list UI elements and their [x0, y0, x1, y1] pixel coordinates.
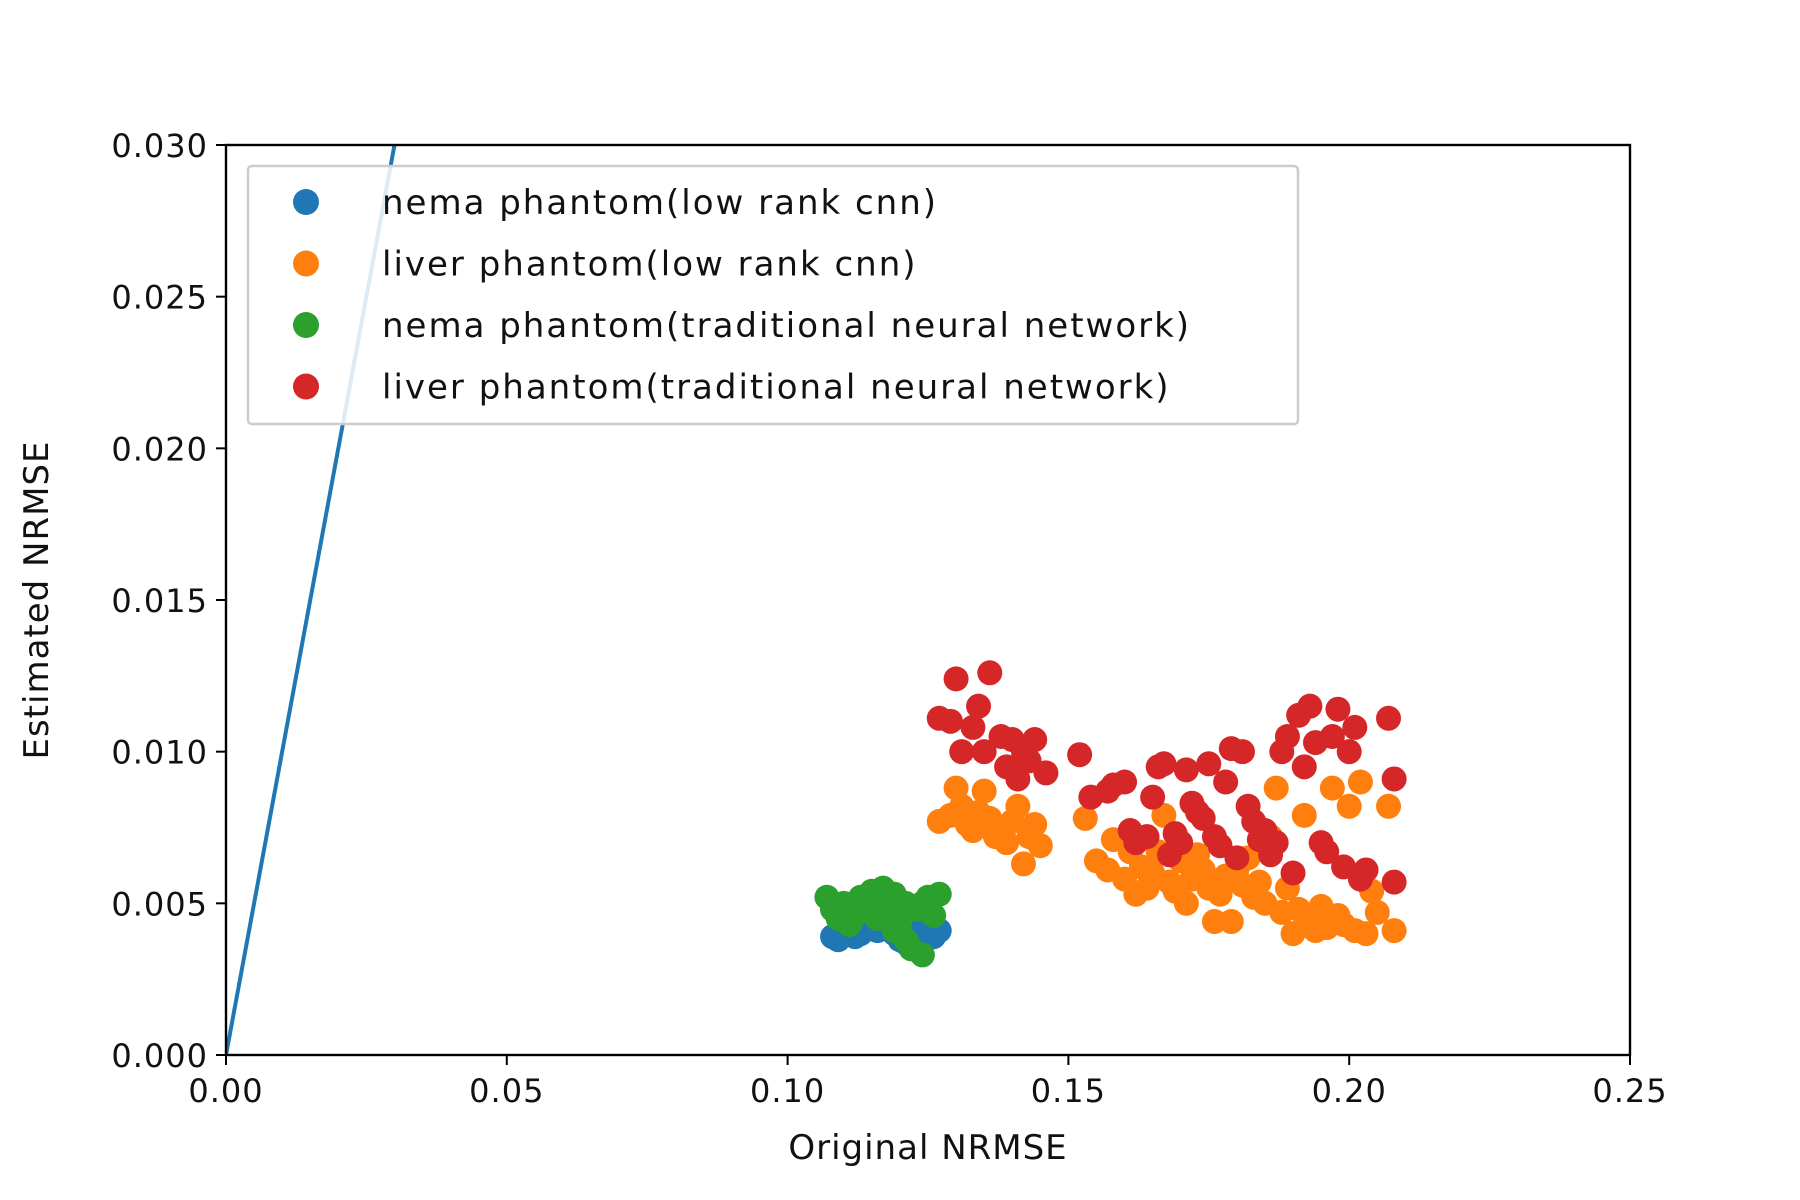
data-point-series-3 — [909, 890, 935, 916]
data-point-series-2 — [1022, 811, 1048, 837]
data-point-series-4 — [977, 660, 1003, 686]
data-point-series-4 — [960, 714, 986, 740]
data-point-series-4 — [966, 693, 992, 719]
x-axis-label: Original NRMSE — [788, 1128, 1067, 1168]
y-axis-ticks: 0.000 0.005 0.010 0.015 0.020 0.025 0.030 — [111, 127, 226, 1075]
data-point-series-4 — [937, 708, 963, 734]
data-point-series-4 — [1263, 830, 1289, 856]
data-point-series-4 — [1168, 830, 1194, 856]
x-tick-label: 0.25 — [1592, 1072, 1667, 1110]
data-point-series-4 — [1376, 705, 1402, 731]
data-point-series-2 — [1347, 769, 1373, 795]
data-point-series-2 — [1319, 775, 1345, 801]
data-point-series-2 — [1005, 793, 1031, 819]
data-point-series-4 — [1314, 839, 1340, 865]
data-point-series-4 — [1151, 751, 1177, 777]
y-tick-label: 0.000 — [111, 1037, 208, 1075]
data-point-series-2 — [1376, 793, 1402, 819]
x-tick-label: 0.20 — [1312, 1072, 1387, 1110]
y-axis-label: Estimated NRMSE — [17, 440, 57, 759]
y-tick-label: 0.020 — [111, 430, 208, 468]
data-point-series-4 — [1067, 742, 1093, 768]
data-point-series-2 — [1353, 921, 1379, 947]
data-point-series-2 — [1364, 899, 1390, 925]
x-tick-label: 0.05 — [469, 1072, 544, 1110]
data-point-series-2 — [1263, 775, 1289, 801]
data-point-series-4 — [1229, 739, 1255, 765]
x-tick-label: 0.15 — [1031, 1072, 1106, 1110]
legend-marker — [293, 250, 319, 277]
data-point-series-2 — [1291, 802, 1317, 828]
legend-box — [246, 164, 1300, 426]
data-point-series-4 — [971, 739, 997, 765]
data-point-series-2 — [1027, 833, 1053, 859]
y-tick-label: 0.025 — [111, 279, 208, 317]
y-tick-label: 0.030 — [111, 127, 208, 165]
data-point-series-4 — [1173, 757, 1199, 783]
data-point-series-2 — [971, 778, 997, 804]
data-point-series-4 — [1297, 693, 1323, 719]
y-tick-label: 0.015 — [111, 582, 208, 620]
data-point-series-4 — [1319, 724, 1345, 749]
data-point-series-2 — [1072, 805, 1098, 831]
x-axis-ticks: 0.00 0.05 0.10 0.15 0.20 0.25 — [188, 1055, 1667, 1110]
data-point-series-4 — [1325, 696, 1351, 722]
data-point-series-4 — [1022, 727, 1048, 753]
data-point-series-4 — [1342, 714, 1368, 740]
data-point-series-4 — [1381, 869, 1407, 895]
data-point-series-2 — [1173, 890, 1199, 916]
legend-entry-label: nema phantom(low rank cnn) — [382, 183, 938, 223]
data-point-series-2 — [994, 830, 1020, 856]
legend-entry-label: nema phantom(traditional neural network) — [382, 306, 1191, 346]
data-point-series-4 — [1033, 760, 1059, 786]
data-point-series-4 — [1190, 805, 1216, 831]
x-tick-label: 0.00 — [188, 1072, 263, 1110]
y-tick-label: 0.005 — [111, 885, 208, 923]
data-points-layer — [814, 660, 1407, 968]
legend-entry-label: liver phantom(traditional neural network… — [382, 368, 1171, 408]
data-point-series-2 — [1246, 869, 1272, 895]
data-point-series-4 — [1224, 845, 1250, 871]
data-point-series-4 — [1213, 769, 1239, 795]
data-point-series-4 — [1112, 769, 1138, 795]
legend-marker — [293, 312, 319, 338]
data-point-series-4 — [1140, 784, 1166, 810]
data-point-series-4 — [943, 666, 969, 692]
data-point-series-4 — [1134, 824, 1160, 850]
y-tick-label: 0.010 — [111, 734, 208, 772]
data-point-series-4 — [1196, 751, 1222, 777]
data-point-series-4 — [1274, 724, 1300, 749]
legend-marker — [293, 189, 319, 215]
data-point-series-2 — [1010, 851, 1036, 877]
data-point-series-4 — [1291, 754, 1317, 780]
data-point-series-4 — [1381, 766, 1407, 792]
data-point-series-3 — [864, 906, 890, 931]
data-point-series-4 — [1005, 766, 1031, 792]
data-point-series-2 — [1381, 918, 1407, 944]
data-point-series-4 — [1353, 857, 1379, 883]
legend-entry-label: liver phantom(low rank cnn) — [382, 245, 918, 285]
data-point-series-2 — [1336, 793, 1362, 819]
data-point-series-2 — [1151, 802, 1177, 828]
data-point-series-4 — [1280, 860, 1306, 886]
data-point-series-2 — [1218, 909, 1244, 935]
data-point-series-3 — [893, 927, 919, 953]
data-point-series-3 — [909, 942, 935, 968]
legend-marker — [293, 373, 319, 400]
data-point-series-4 — [949, 739, 975, 765]
data-point-series-4 — [1336, 739, 1362, 765]
legend: nema phantom(low rank cnn) liver phantom(… — [246, 164, 1300, 426]
x-tick-label: 0.10 — [750, 1072, 825, 1110]
